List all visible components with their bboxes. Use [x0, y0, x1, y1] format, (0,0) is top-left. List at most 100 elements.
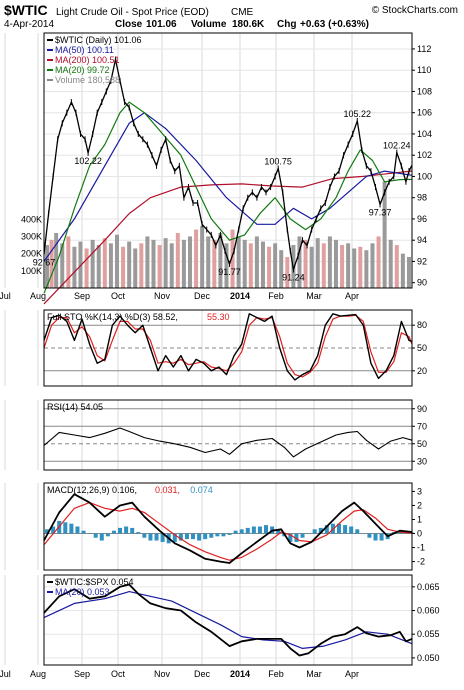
volume-bar [114, 234, 119, 288]
volume-tick-label: 300K [21, 231, 42, 241]
macd-histogram-bar [276, 529, 281, 534]
macd-histogram-bar [93, 533, 98, 538]
y-tick-label: 92 [417, 256, 427, 266]
y-tick-label: 110 [417, 65, 431, 75]
x-axis-label: Sep [74, 669, 90, 679]
volume-bar [230, 229, 235, 288]
volume-bar [376, 236, 381, 288]
y-tick-label: 70 [417, 421, 427, 431]
macd-histogram-bar [99, 533, 104, 541]
legend-entry: MA(20) 0.053 [55, 587, 110, 597]
volume-bar [382, 181, 387, 288]
x-axis-label: Oct [111, 669, 126, 679]
legend-entry: 55.30 [207, 312, 230, 322]
volume-bar [139, 243, 144, 288]
volume-bar [273, 243, 278, 288]
macd-histogram-bar [118, 527, 123, 534]
y-tick-label: 50 [417, 439, 427, 449]
x-axis-label: 2014 [230, 291, 250, 301]
ratio-ma-line [43, 591, 413, 649]
close-label: Close [115, 19, 143, 30]
macd-histogram-bar [184, 533, 189, 540]
y-tick-label: 2 [417, 500, 422, 510]
y-tick-label: 80 [417, 320, 427, 330]
y-tick-label: 100 [417, 171, 432, 181]
x-axis-label: Nov [154, 669, 171, 679]
legend-entry: $WTIC:$SPX 0.054 [55, 577, 134, 587]
volume-bar [66, 236, 71, 288]
volume-bar [297, 236, 302, 288]
macd-panel-frame [43, 482, 413, 571]
volume-label: Volume [191, 19, 227, 30]
x-axis-label: Feb [268, 291, 284, 301]
volume-bar [400, 253, 405, 288]
y-tick-label: 112 [417, 44, 431, 54]
y-tick-label: 104 [417, 129, 432, 139]
legend-entry: 0.031, [155, 485, 180, 495]
price-annotation: 102.22 [74, 156, 102, 166]
macd-histogram-bar [45, 529, 50, 534]
ratio-line [43, 583, 413, 657]
legend-entry: 0.074 [190, 485, 213, 495]
macd-histogram-bar [397, 532, 402, 534]
legend-entry: Volume 180,588 [55, 75, 120, 85]
volume-bar [133, 248, 138, 288]
legend-entry: MA(200) 100.51 [55, 55, 120, 65]
macd-histogram-bar [69, 523, 74, 534]
macd-histogram-bar [300, 533, 305, 538]
volume-bar [346, 243, 351, 288]
y-tick-label: -1 [417, 543, 425, 553]
x-axis-label: Apr [345, 291, 359, 301]
volume-bar [54, 233, 59, 288]
y-tick-label: 108 [417, 86, 432, 96]
legend-entry: MA(50) 100.11 [55, 45, 114, 55]
volume-bar [370, 243, 375, 288]
macd-histogram-bar [178, 533, 183, 541]
close-value: 101.06 [146, 19, 177, 30]
macd-histogram-bar [245, 527, 250, 534]
chart-marks: 400K300K200K100K909294969810010210410610… [0, 32, 440, 679]
macd-histogram-bar [51, 526, 56, 534]
x-axis-label: Jul [0, 669, 11, 679]
macd-histogram-bar [203, 533, 208, 540]
y-tick-label: 102 [417, 150, 432, 160]
volume-bar [212, 239, 217, 288]
source-credit: © StockCharts.com [372, 5, 458, 16]
x-axis-label: Jul [0, 291, 11, 301]
y-tick-label: 0.065 [417, 582, 440, 592]
volume-bar [388, 239, 393, 288]
volume-bar [175, 233, 180, 288]
volume-bar [72, 246, 77, 288]
legend-entry: $WTIC (Daily) 101.06 [55, 35, 142, 45]
instrument-name: Light Crude Oil - Spot Price (EOD) [56, 7, 209, 18]
macd-histogram-bar [343, 525, 348, 534]
volume-bar [327, 236, 332, 288]
price-annotation: 91.24 [282, 273, 305, 283]
volume-bar [224, 243, 229, 288]
macd-histogram-bar [197, 533, 202, 541]
sto-panel-frame [43, 309, 413, 387]
x-axis-label: Aug [30, 669, 46, 679]
macd-histogram-bar [379, 533, 384, 541]
macd-histogram-bar [105, 533, 110, 537]
volume-bar [151, 239, 156, 288]
macd-histogram-bar [172, 533, 177, 542]
x-axis-label: Dec [194, 669, 211, 679]
sto-k-line [43, 313, 413, 381]
x-axis-label: 2014 [230, 669, 250, 679]
price-annotation: 102.24 [383, 141, 411, 151]
volume-bar [303, 239, 308, 288]
volume-bar [285, 257, 290, 288]
volume-bar [352, 248, 357, 288]
macd-histogram-bar [75, 526, 80, 534]
macd-histogram-bar [81, 530, 86, 534]
y-tick-label: 0.060 [417, 606, 440, 616]
x-axis-label: Apr [345, 669, 359, 679]
y-tick-label: 90 [417, 404, 427, 414]
macd-histogram-bar [142, 533, 147, 538]
ma50-line [43, 112, 413, 262]
legend-entry: Full STO %K(14,3) %D(3) 58.52, [47, 312, 178, 322]
rsi-panel-frame [43, 399, 413, 471]
y-tick-label: 96 [417, 214, 427, 224]
volume-tick-label: 200K [21, 249, 42, 259]
